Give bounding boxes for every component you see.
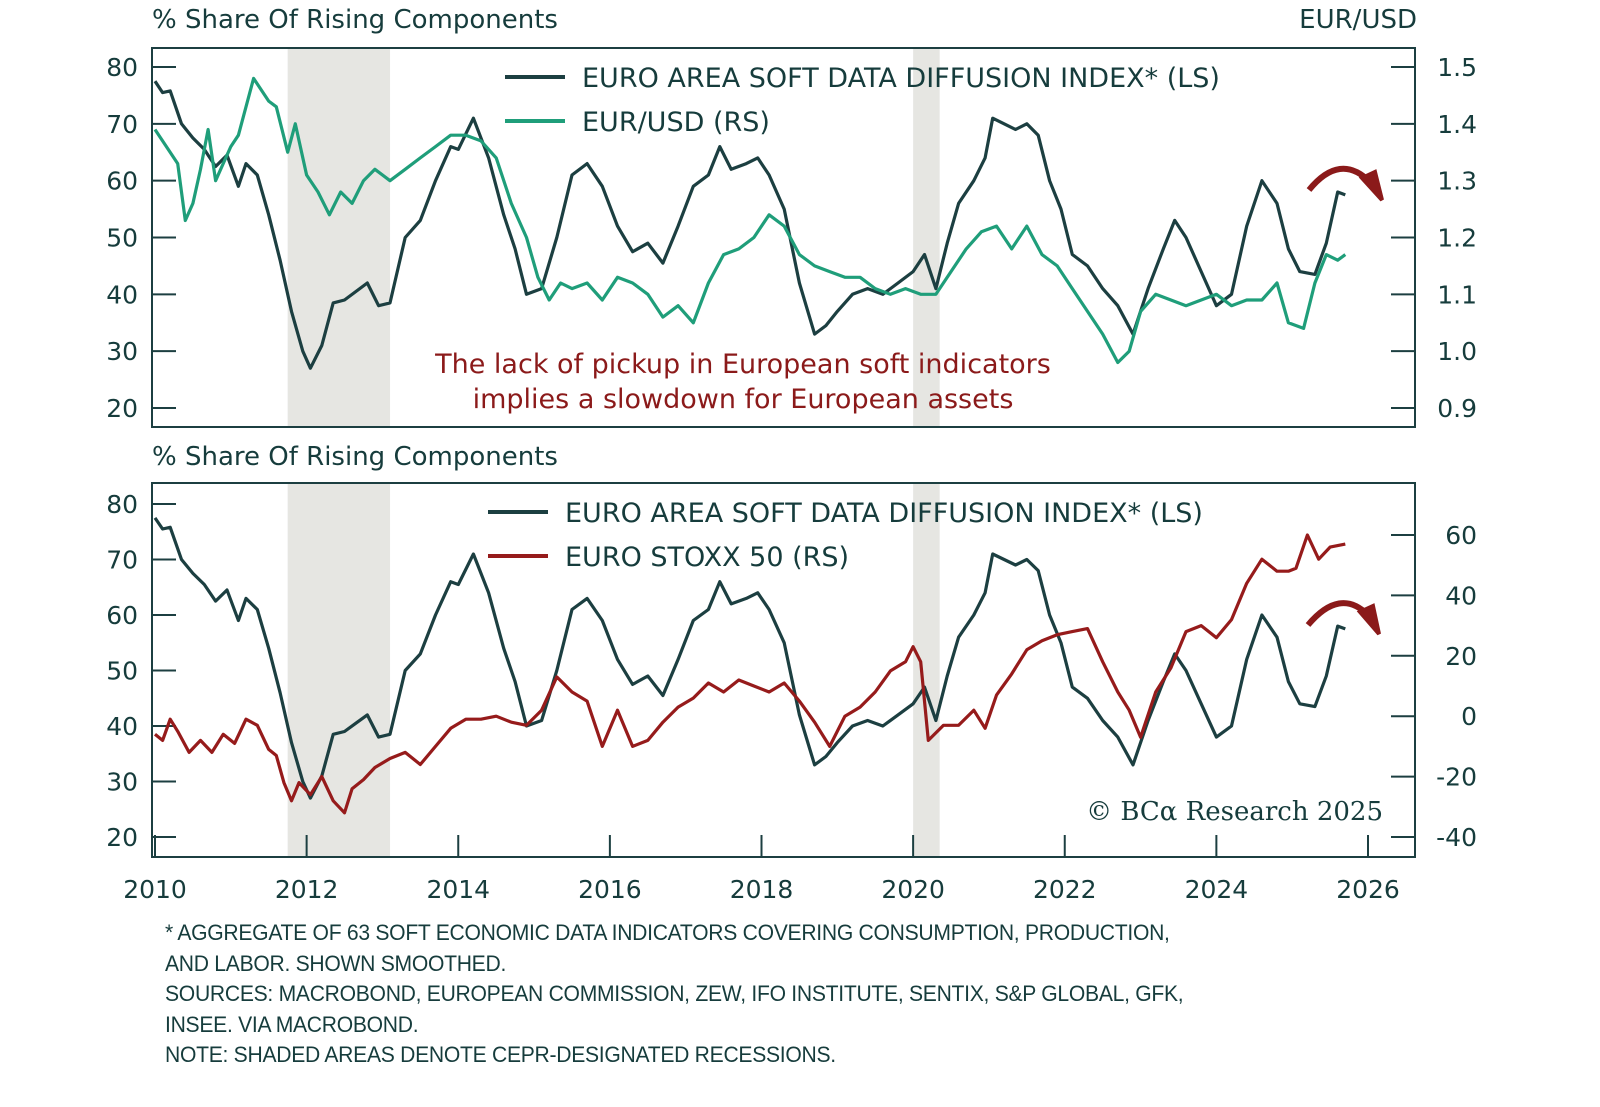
right-tick-label: 1.2	[1437, 224, 1477, 253]
top-legend-label-eurusd: EUR/USD (RS)	[582, 107, 770, 138]
series-line-euro-stoxx-50-rs	[153, 533, 1346, 815]
top-annotation-line-2: implies a slowdown for European assets	[473, 384, 1014, 415]
right-tick-label: 0.9	[1437, 394, 1477, 423]
left-tick-label: 50	[106, 224, 138, 253]
bottom-series-lines	[153, 516, 1346, 815]
x-tick-label: 2012	[275, 875, 339, 904]
right-tick-label: 20	[1445, 642, 1477, 671]
left-tick-label: 70	[106, 110, 138, 139]
top-left-ticks: 80 70 60 50 40 30 20	[106, 53, 176, 423]
right-tick-label: 60	[1445, 521, 1477, 550]
left-tick-label: 80	[106, 53, 138, 82]
footnote-line: * AGGREGATE OF 63 SOFT ECONOMIC DATA IND…	[165, 920, 1170, 945]
top-recession-shading	[287, 49, 940, 426]
top-annotation-line-1: The lack of pickup in European soft indi…	[434, 349, 1051, 380]
x-tick-label: 2016	[578, 875, 642, 904]
x-tick-label: 2022	[1033, 875, 1097, 904]
left-tick-label: 40	[106, 280, 138, 309]
left-tick-label: 40	[106, 712, 138, 741]
bottom-legend-label-stoxx: EURO STOXX 50 (RS)	[565, 542, 849, 573]
x-axis-ticks: 2010 2012 2014 2016 2018 2020 2022 2024 2026	[123, 835, 1400, 904]
bottom-left-ticks: 80 70 60 50 40 30 20	[106, 490, 176, 852]
footnotes: * AGGREGATE OF 63 SOFT ECONOMIC DATA IND…	[165, 918, 1413, 1071]
top-left-axis-title: % Share Of Rising Components	[152, 5, 558, 35]
right-tick-label: 40	[1445, 581, 1477, 610]
top-right-ticks: 1.5 1.4 1.3 1.2 1.1 1.0 0.9	[1391, 53, 1477, 423]
recession-band	[287, 49, 391, 426]
x-tick-label: 2020	[881, 875, 945, 904]
x-tick-label: 2010	[123, 875, 187, 904]
right-tick-label: -40	[1436, 823, 1477, 852]
bottom-legend-label-diffusion: EURO AREA SOFT DATA DIFFUSION INDEX* (LS…	[565, 498, 1203, 529]
right-tick-label: 1.1	[1437, 280, 1477, 309]
top-series-lines	[153, 76, 1347, 370]
chart: % Share Of Rising Components EUR/USD 80 7…	[106, 5, 1477, 904]
right-tick-label: 1.4	[1437, 110, 1477, 139]
x-tick-label: 2014	[426, 875, 490, 904]
footnote-line: AND LABOR. SHOWN SMOOTHED.	[165, 950, 507, 976]
right-tick-label: 1.3	[1437, 167, 1477, 196]
recession-band	[913, 49, 940, 426]
right-tick-label: 1.0	[1437, 337, 1477, 366]
bottom-recession-shading	[287, 484, 940, 856]
x-tick-label: 2018	[730, 875, 794, 904]
left-tick-label: 20	[106, 394, 138, 423]
left-tick-label: 60	[106, 167, 138, 196]
top-legend-label-diffusion: EURO AREA SOFT DATA DIFFUSION INDEX* (LS…	[582, 63, 1220, 94]
bottom-turning-down-arrow-icon	[1305, 600, 1381, 636]
bottom-panel: % Share Of Rising Components 80 70 60 50 40 3…	[106, 442, 1477, 904]
x-tick-label: 2024	[1185, 875, 1249, 904]
watermark: © BCα Research 2025	[1086, 797, 1383, 827]
footnote-line: INSEE. VIA MACROBOND.	[165, 1011, 419, 1037]
footnote-line: SOURCES: MACROBOND, EUROPEAN COMMISSION,…	[165, 981, 1184, 1006]
left-tick-label: 30	[106, 768, 138, 797]
left-tick-label: 20	[106, 823, 138, 852]
left-tick-label: 30	[106, 337, 138, 366]
bottom-right-ticks: 60 40 20 0 -20 -40	[1391, 521, 1477, 852]
x-tick-label: 2026	[1336, 875, 1400, 904]
series-line-eur-usd-rs	[153, 76, 1347, 365]
recession-band	[913, 484, 940, 856]
right-tick-label: -20	[1436, 763, 1477, 792]
top-right-axis-title: EUR/USD	[1299, 5, 1417, 35]
top-turning-down-arrow-icon	[1306, 165, 1384, 202]
recession-band	[287, 484, 391, 856]
top-panel: % Share Of Rising Components EUR/USD 80 7…	[106, 5, 1477, 428]
footnote-line: NOTE: SHADED AREAS DENOTE CEPR-DESIGNATE…	[165, 1042, 836, 1067]
left-tick-label: 70	[106, 546, 138, 575]
left-tick-label: 50	[106, 657, 138, 686]
bottom-left-axis-title: % Share Of Rising Components	[152, 442, 558, 472]
right-tick-label: 1.5	[1437, 53, 1477, 82]
left-tick-label: 80	[106, 490, 138, 519]
left-tick-label: 60	[106, 601, 138, 630]
right-tick-label: 0	[1461, 702, 1477, 731]
